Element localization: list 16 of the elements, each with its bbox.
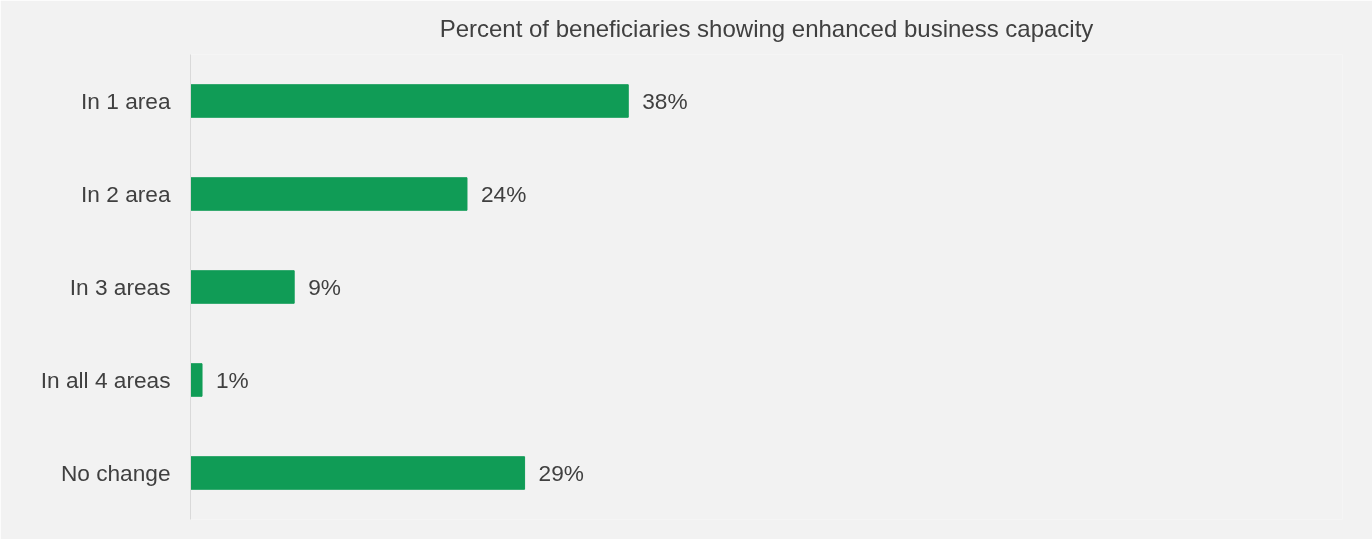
- data-label: 9%: [308, 274, 341, 300]
- y-tick-label: No change: [60, 460, 171, 486]
- y-tick-label: In 3 areas: [69, 274, 171, 300]
- data-label: 1%: [216, 367, 249, 393]
- bar: [190, 270, 295, 304]
- y-tick-label: In 1 area: [81, 88, 171, 114]
- bar: [190, 363, 203, 397]
- y-tick-label: In all 4 areas: [40, 367, 171, 393]
- chart-title: Percent of beneficiaries showing enhanced business capacity: [439, 15, 1094, 42]
- bar: [190, 177, 468, 211]
- data-label: 29%: [538, 460, 584, 486]
- bar: [190, 84, 629, 118]
- y-tick-label: In 2 area: [81, 181, 171, 207]
- data-label: 24%: [480, 181, 527, 207]
- bar: [190, 456, 526, 490]
- data-label: 38%: [642, 88, 688, 114]
